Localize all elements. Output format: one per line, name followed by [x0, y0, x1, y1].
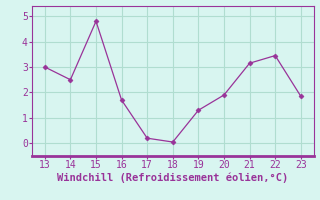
X-axis label: Windchill (Refroidissement éolien,°C): Windchill (Refroidissement éolien,°C) — [57, 173, 288, 183]
